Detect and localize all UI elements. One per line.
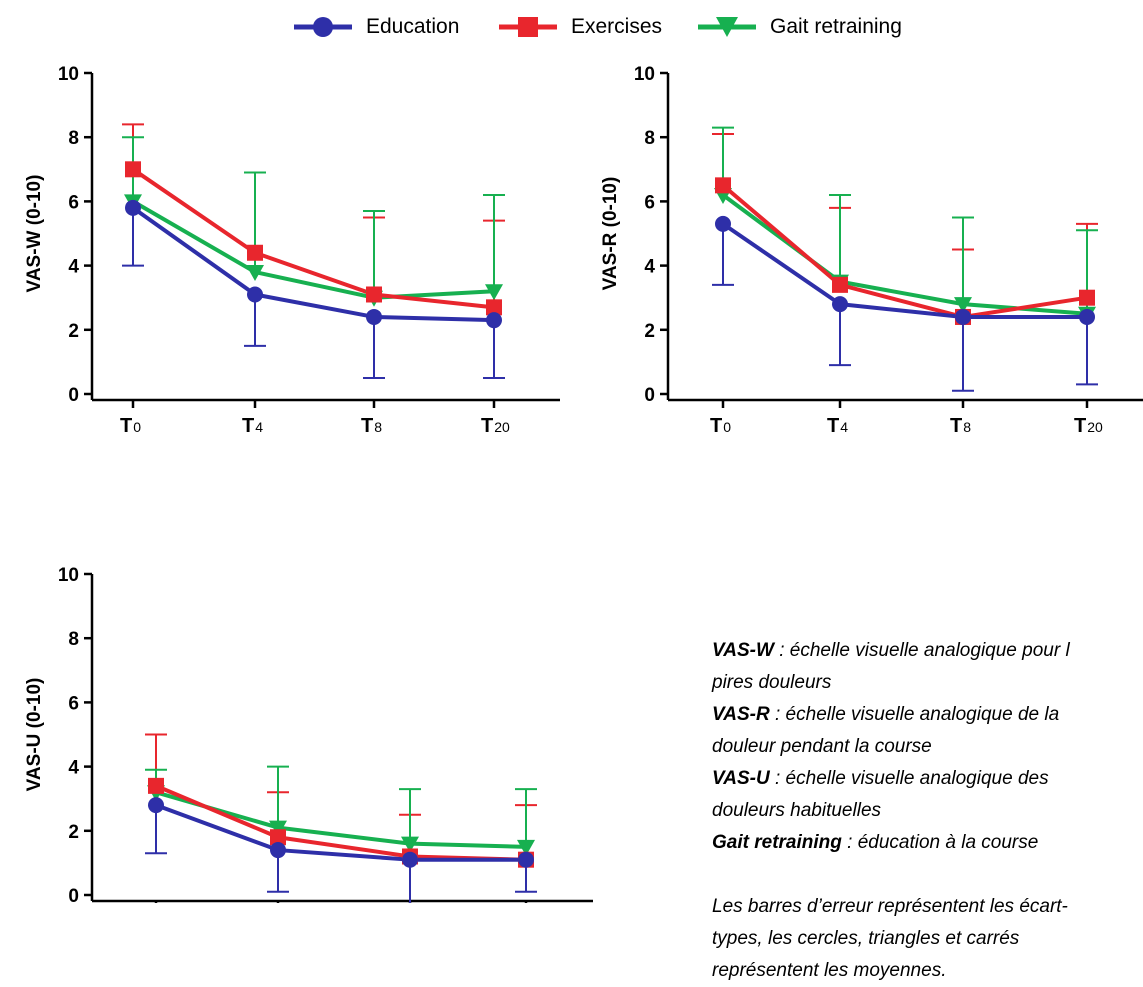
data-point-square (832, 276, 848, 293)
data-point-circle (148, 797, 164, 814)
legend-swatch-exercises (499, 17, 557, 37)
data-point-circle (270, 842, 286, 859)
data-point-square (148, 777, 164, 794)
note-line: VAS-R : échelle visuelle analogique de l… (712, 704, 1060, 725)
data-point-circle (832, 296, 848, 313)
note-line: VAS-W : échelle visuelle analogique pour… (712, 640, 1070, 661)
y-tick-label: 10 (634, 64, 655, 85)
y-tick-label: 0 (68, 886, 79, 903)
series-line-exercises (155, 784, 527, 862)
legend-swatch-education (294, 17, 352, 37)
y-axis-title: VAS-R (0-10) (600, 177, 621, 291)
y-axis-title: VAS-U (0-10) (24, 678, 45, 792)
series-line-exercises (721, 183, 1088, 319)
note-line: pires douleurs (712, 672, 832, 693)
figure-notes: VAS-W : échelle visuelle analogique pour… (712, 635, 1140, 987)
data-point-triangle (401, 836, 419, 853)
y-tick-label: 4 (68, 257, 79, 278)
y-tick-label: 4 (644, 257, 655, 278)
data-point-square (486, 299, 502, 316)
charts-canvas: 0 2 4 6 8 10 T0 T4 T8 T20 VAS-W (0-10) 0 2 4 6 8 10 T0 T4 T… (24, 64, 1143, 903)
data-point-circle (366, 308, 382, 325)
note-line: douleurs habituelles (712, 800, 882, 821)
y-tick-label: 2 (644, 321, 655, 342)
x-tick-label: T0 (120, 415, 141, 437)
x-tick-label: T8 (950, 415, 971, 437)
legend-item-exercises: Exercises (497, 12, 662, 42)
x-tick-label: T20 (481, 415, 510, 437)
x-tick-label: T8 (361, 415, 382, 437)
data-point-circle (715, 215, 731, 232)
legend-item-education: Education (292, 12, 459, 42)
note-line: Les barres d’erreur représentent les éca… (712, 896, 1068, 917)
data-point-triangle (954, 297, 972, 314)
y-tick-label: 8 (68, 128, 79, 149)
series-line-education (155, 803, 526, 862)
y-tick-label: 8 (644, 128, 655, 149)
data-point-square (247, 244, 263, 261)
data-point-square (366, 286, 382, 303)
y-tick-label: 4 (68, 758, 79, 779)
data-point-square (270, 829, 286, 846)
data-point-circle (402, 851, 418, 868)
y-tick-label: 2 (68, 822, 79, 843)
note-line: représentent les moyennes. (712, 960, 947, 981)
y-tick-label: 6 (68, 192, 79, 213)
data-point-circle (247, 286, 263, 303)
series-line-education (721, 222, 1087, 319)
y-tick-label: 6 (644, 192, 655, 213)
series-line-gait-retraining (721, 193, 1088, 316)
note-line: Gait retraining : éducation à la course (712, 832, 1039, 853)
data-point-square (125, 161, 141, 178)
x-tick-label: T4 (827, 415, 848, 437)
data-point-circle (955, 308, 971, 325)
y-tick-label: 0 (644, 385, 655, 406)
data-point-triangle (246, 265, 264, 282)
legend-label-exercises: Exercises (571, 15, 663, 38)
y-tick-label: 6 (68, 693, 79, 714)
x-tick-label: T4 (242, 415, 263, 437)
data-point-triangle (485, 284, 503, 301)
y-tick-label: 2 (68, 321, 79, 342)
legend-item-gait-retraining: Gait retraining (696, 12, 902, 42)
note-spacer (712, 859, 1140, 891)
note-line: VAS-U : échelle visuelle analogique des (712, 768, 1049, 789)
data-point-circle (125, 199, 141, 216)
note-line: types, les cercles, triangles et carrés (712, 928, 1020, 949)
legend: Education Exercises Gait retraining (0, 12, 1143, 52)
legend-swatch-gait-retraining (698, 17, 756, 37)
series-line-gait-retraining (131, 199, 495, 300)
note-line: douleur pendant la course (712, 736, 932, 757)
series-line-exercises (131, 167, 495, 310)
legend-label-gait-retraining: Gait retraining (770, 15, 902, 38)
data-point-circle (518, 851, 534, 868)
data-point-triangle (269, 820, 287, 837)
data-point-square (715, 177, 731, 194)
y-tick-label: 0 (68, 385, 79, 406)
data-point-triangle (517, 839, 535, 856)
series-line-gait-retraining (155, 790, 527, 849)
chart-panel-2: 0 2 4 6 8 10 T0 T4 T8 T20 VAS-R (0-10) (600, 64, 1143, 437)
series-line-education (131, 206, 495, 323)
y-axis-title: VAS-W (0-10) (24, 175, 45, 293)
y-tick-label: 8 (68, 629, 79, 650)
data-point-square (1079, 289, 1095, 306)
y-tick-label: 10 (58, 565, 79, 586)
x-tick-label: T0 (710, 415, 731, 437)
legend-label-education: Education (366, 15, 460, 38)
data-point-circle (1079, 308, 1095, 325)
data-point-circle (486, 312, 502, 329)
figure: Education Exercises Gait retraining 0 2 4 6… (0, 12, 1143, 981)
chart-panel-1: 0 2 4 6 8 10 T0 T4 T8 T20 VAS-W (0-10) (24, 64, 560, 437)
y-tick-label: 10 (58, 64, 79, 85)
x-tick-label: T20 (1074, 415, 1103, 437)
